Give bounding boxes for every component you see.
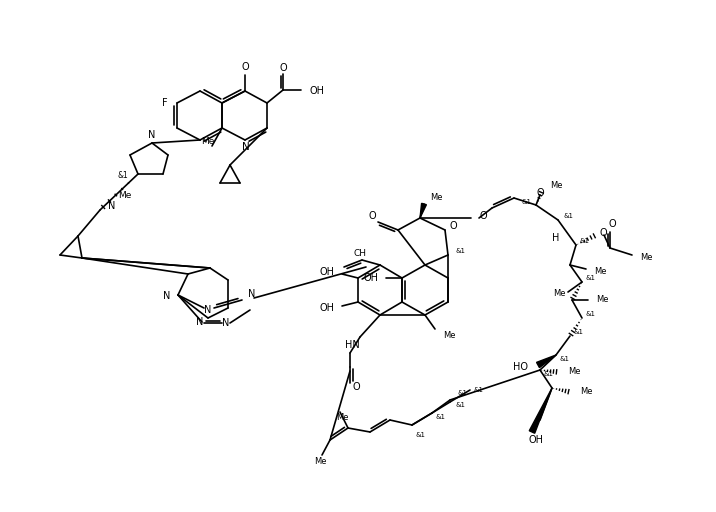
Polygon shape: [536, 355, 556, 368]
Text: &1: &1: [544, 371, 554, 377]
Text: Me: Me: [596, 295, 609, 305]
Text: Me: Me: [314, 458, 326, 466]
Text: OH: OH: [319, 303, 334, 313]
Text: HO: HO: [513, 362, 528, 372]
Text: Me: Me: [594, 267, 606, 275]
Text: O: O: [608, 219, 616, 229]
Text: &1: &1: [456, 248, 466, 254]
Text: &1: &1: [574, 329, 584, 335]
Text: O: O: [536, 188, 544, 198]
Text: N: N: [248, 289, 256, 299]
Text: N: N: [196, 317, 203, 327]
Text: &1: &1: [586, 275, 596, 281]
Text: OH: OH: [319, 267, 334, 277]
Text: OH: OH: [309, 86, 324, 96]
Text: Me: Me: [640, 252, 652, 262]
Text: Me: Me: [580, 388, 593, 396]
Text: O: O: [449, 221, 457, 231]
Text: N: N: [222, 318, 230, 328]
Text: &1: &1: [436, 414, 446, 420]
Text: Me: Me: [430, 194, 442, 203]
Text: Me: Me: [443, 331, 455, 339]
Text: Me: Me: [550, 181, 563, 189]
Text: O: O: [241, 62, 249, 72]
Text: O: O: [352, 382, 360, 392]
Text: N: N: [108, 201, 115, 211]
Text: &1: &1: [580, 238, 590, 244]
Text: O: O: [368, 211, 376, 221]
Text: &1: &1: [457, 390, 467, 396]
Text: &1: &1: [455, 402, 465, 408]
Text: Me: Me: [568, 368, 581, 376]
Text: &1: &1: [564, 213, 574, 219]
Text: CH: CH: [354, 248, 367, 258]
Text: &1: &1: [560, 356, 570, 362]
Text: Me: Me: [336, 414, 348, 422]
Text: O: O: [279, 63, 287, 73]
Text: &1: &1: [586, 311, 596, 317]
Text: Me: Me: [118, 191, 131, 201]
Text: &1: &1: [416, 432, 426, 438]
Text: Me: Me: [553, 289, 566, 298]
Text: HN: HN: [344, 340, 359, 350]
Text: N: N: [148, 130, 155, 140]
Text: N: N: [163, 291, 170, 301]
Text: F: F: [163, 98, 168, 108]
Text: N: N: [204, 305, 212, 315]
Text: H: H: [552, 233, 560, 243]
Text: &1: &1: [473, 387, 483, 393]
Text: O: O: [600, 228, 608, 238]
Text: O: O: [479, 211, 487, 221]
Text: OH: OH: [363, 273, 378, 283]
Text: &1: &1: [522, 199, 532, 205]
Text: N: N: [242, 142, 250, 152]
Polygon shape: [529, 388, 552, 433]
Text: &1: &1: [117, 172, 128, 181]
Text: OH: OH: [528, 435, 543, 445]
Polygon shape: [420, 203, 427, 218]
Text: Me: Me: [201, 138, 215, 146]
